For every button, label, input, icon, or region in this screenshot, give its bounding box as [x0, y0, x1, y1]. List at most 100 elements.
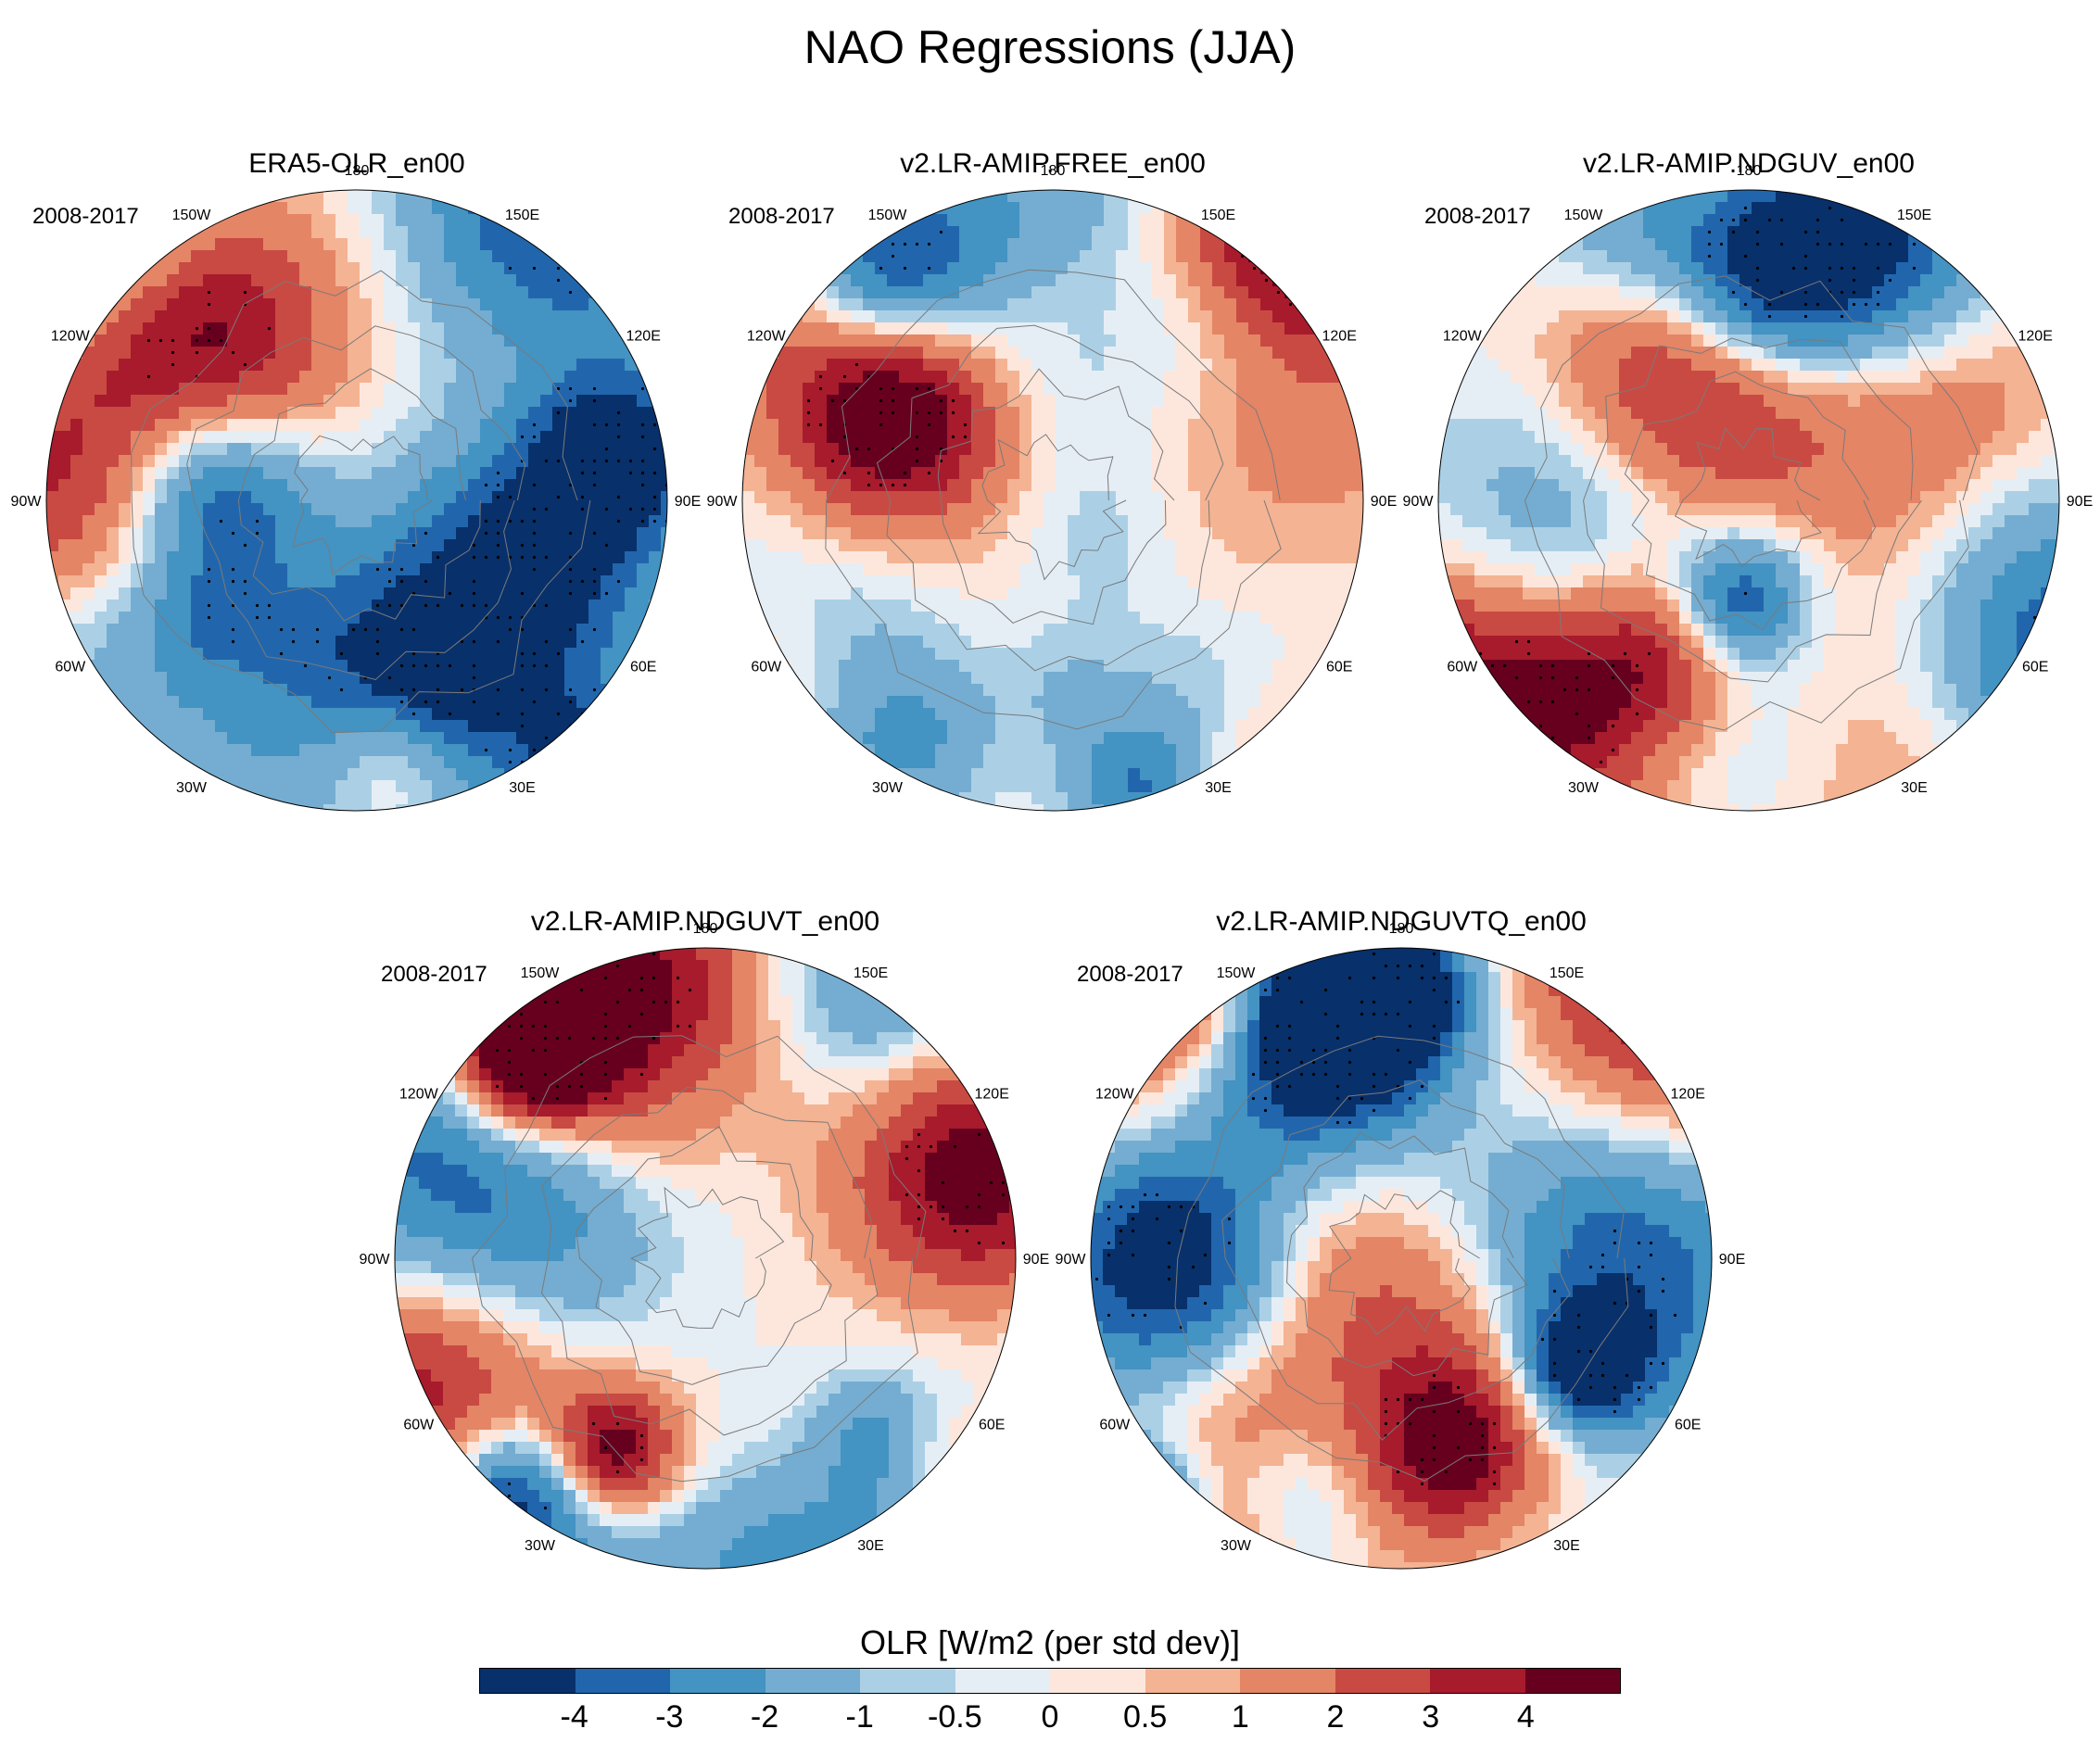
- significance-dot: [616, 495, 621, 499]
- field-cell: [1176, 190, 1189, 203]
- field-cell: [959, 202, 972, 215]
- significance-dot: [568, 591, 573, 596]
- field-cell: [456, 648, 469, 661]
- field-cell: [107, 612, 120, 625]
- field-cell: [827, 599, 840, 612]
- field-cell: [935, 371, 948, 384]
- field-cell: [167, 322, 180, 335]
- field-cell: [239, 347, 252, 360]
- field-cell: [661, 804, 667, 811]
- field-cell: [935, 250, 948, 263]
- field-cell: [504, 383, 517, 396]
- field-cell: [1128, 756, 1141, 769]
- field-cell: [803, 792, 816, 805]
- field-cell: [504, 672, 517, 685]
- field-cell: [947, 515, 960, 528]
- field-cell: [1116, 515, 1129, 528]
- field-cell: [1056, 383, 1069, 396]
- field-cell: [107, 660, 120, 673]
- field-cell: [564, 274, 577, 287]
- field-cell: [839, 575, 852, 588]
- significance-dot: [580, 266, 585, 271]
- field-cell: [1176, 672, 1189, 685]
- field-cell: [396, 431, 409, 444]
- field-cell: [287, 310, 300, 323]
- field-cell: [372, 455, 385, 468]
- field-cell: [131, 226, 144, 239]
- field-cell: [263, 696, 276, 709]
- field-cell: [564, 310, 577, 323]
- field-cell: [1152, 322, 1165, 335]
- field-cell: [540, 274, 553, 287]
- field-cell: [70, 708, 83, 721]
- field-cell: [420, 756, 433, 769]
- field-cell: [1068, 539, 1081, 552]
- field-cell: [119, 262, 132, 275]
- field-cell: [983, 792, 996, 805]
- significance-dot: [327, 675, 332, 680]
- field-cell: [839, 684, 852, 697]
- field-cell: [1031, 491, 1044, 504]
- field-cell: [107, 563, 120, 576]
- field-cell: [995, 467, 1008, 480]
- field-cell: [839, 359, 852, 372]
- field-cell: [983, 455, 996, 468]
- field-cell: [444, 250, 457, 263]
- field-cell: [46, 238, 59, 251]
- field-cell: [791, 684, 803, 697]
- significance-dot: [74, 218, 79, 222]
- field-cell: [408, 551, 421, 564]
- field-cell: [323, 238, 336, 251]
- field-cell: [1128, 599, 1141, 612]
- field-cell: [1140, 298, 1153, 311]
- field-cell: [1092, 202, 1105, 215]
- field-cell: [576, 720, 589, 733]
- field-cell: [1176, 322, 1189, 335]
- field-cell: [456, 274, 469, 287]
- field-cell: [335, 744, 348, 757]
- field-cell: [863, 503, 876, 516]
- field-cell: [468, 322, 481, 335]
- significance-dot: [616, 760, 621, 764]
- field-cell: [911, 347, 924, 360]
- field-cell: [827, 443, 840, 456]
- field-cell: [1092, 612, 1105, 625]
- significance-dot: [267, 326, 272, 331]
- field-cell: [1056, 708, 1069, 721]
- field-cell: [971, 395, 984, 408]
- field-cell: [911, 298, 924, 311]
- significance-dot: [951, 435, 955, 439]
- field-cell: [601, 395, 614, 408]
- field-cell: [456, 696, 469, 709]
- field-cell: [1092, 214, 1105, 227]
- field-cell: [863, 684, 876, 697]
- significance-dot: [544, 736, 549, 740]
- field-cell: [1092, 419, 1105, 432]
- field-cell: [754, 756, 767, 769]
- field-cell: [167, 310, 180, 323]
- field-cell: [167, 262, 180, 275]
- field-cell: [995, 359, 1008, 372]
- field-cell: [947, 383, 960, 396]
- field-cell: [1068, 792, 1081, 805]
- field-cell: [766, 599, 779, 612]
- field-cell: [601, 732, 614, 745]
- field-cell: [492, 443, 505, 456]
- field-cell: [492, 190, 505, 203]
- field-cell: [1128, 612, 1141, 625]
- field-cell: [803, 467, 816, 480]
- field-cell: [1104, 359, 1117, 372]
- field-cell: [649, 636, 662, 649]
- field-cell: [1128, 672, 1141, 685]
- significance-dot: [556, 266, 561, 271]
- field-cell: [995, 720, 1008, 733]
- field-cell: [480, 756, 493, 769]
- field-cell: [576, 383, 589, 396]
- field-cell: [179, 347, 192, 360]
- field-cell: [851, 624, 864, 637]
- field-cell: [167, 407, 180, 420]
- field-cell: [983, 744, 996, 757]
- field-cell: [456, 587, 469, 600]
- field-cell: [863, 648, 876, 661]
- field-cell: [959, 563, 972, 576]
